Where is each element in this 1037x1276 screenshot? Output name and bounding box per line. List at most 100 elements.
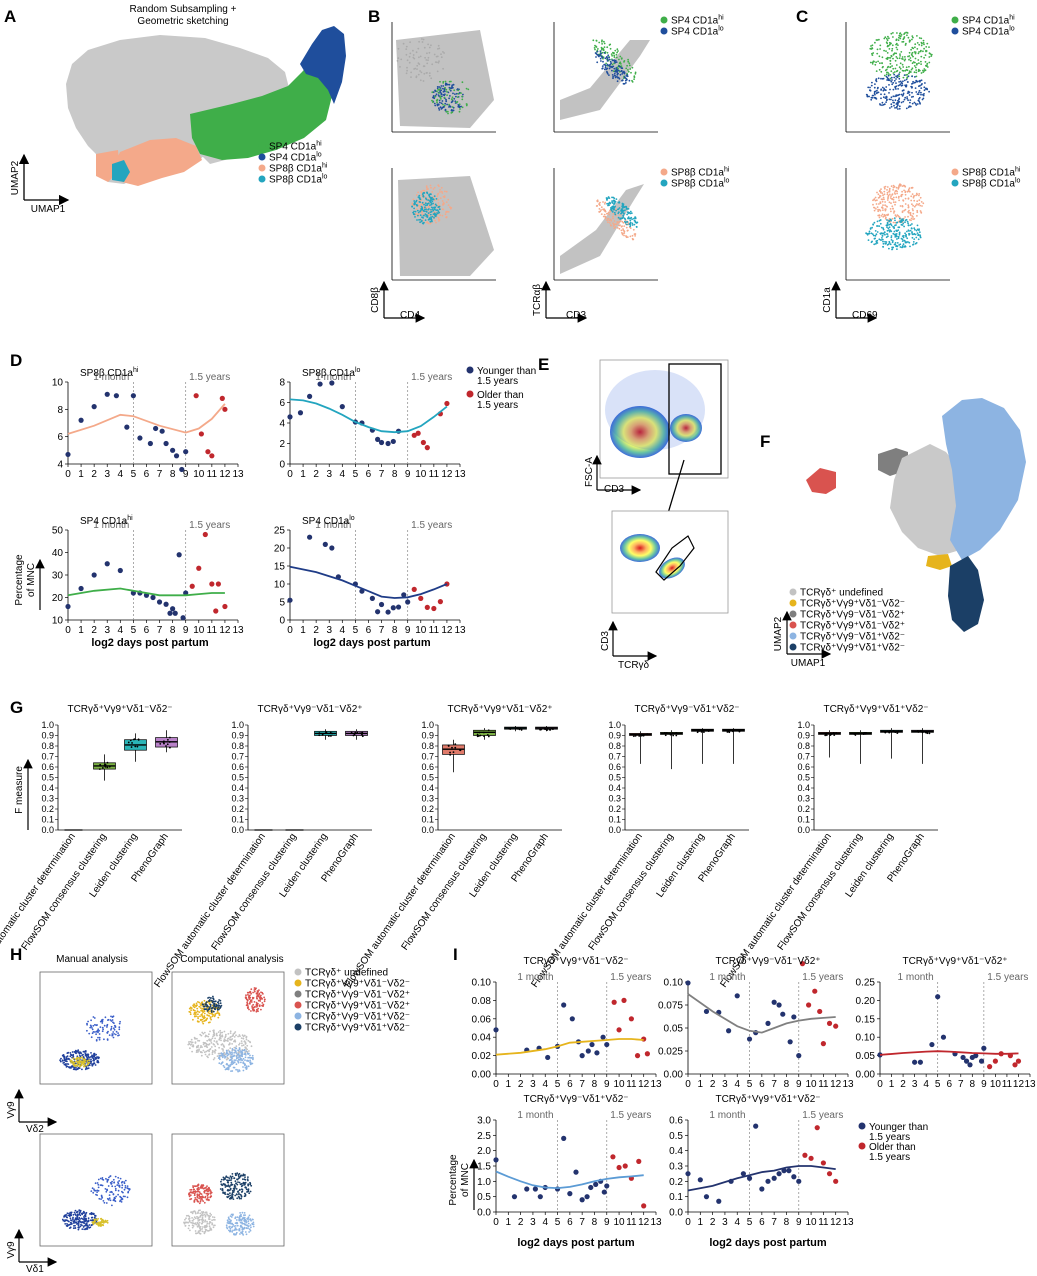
- f-leg-label-1: TCRγδ⁺Vγ9⁺Vδ1⁻Vδ2⁻: [800, 599, 905, 610]
- c-top-blue-pt: [888, 98, 891, 101]
- h-m2-main-pt: [78, 1211, 81, 1214]
- h-m1-core-pt: [77, 1056, 80, 1059]
- G3-ytick-label-8: 0.8: [421, 741, 434, 751]
- h-c1-lblue-pt: [235, 1052, 238, 1054]
- c-top-green-pt: [910, 53, 913, 56]
- c-top-blue-pt: [888, 92, 890, 94]
- D1-young-9: [153, 425, 159, 432]
- c-bot-teal-pt: [890, 239, 893, 241]
- h-c1-lblue-pt: [229, 1058, 232, 1061]
- c-top-blue-pt: [908, 105, 911, 108]
- b-bl-teal-pt: [423, 214, 425, 217]
- D2-title: SP8β CD1alo: [302, 367, 361, 379]
- b-bl-teal-pt: [432, 202, 434, 205]
- b-tl-green-pt: [431, 99, 433, 102]
- c-bot-teal-pt: [888, 220, 891, 223]
- c-top-green-pt: [906, 76, 909, 79]
- b-tl-green-pt: [451, 111, 454, 114]
- c-top-green-pt: [922, 50, 924, 53]
- h-c1-lblue-pt: [251, 1054, 254, 1057]
- D2-xtick-label-13: 13: [454, 469, 466, 480]
- c-top-blue-pt: [876, 89, 878, 92]
- h-c1-gray-pt: [201, 1046, 203, 1048]
- h-c1-gray-pt: [223, 1030, 226, 1033]
- D1-ytick-label-2: 8: [57, 405, 63, 416]
- c-bot-teal-pt: [913, 238, 916, 241]
- h-c1-yellow-pt: [192, 1004, 195, 1007]
- h-c2-gray-pt: [185, 1217, 187, 1220]
- b-tr-green-pt: [610, 53, 613, 55]
- b-bl-teal-pt: [429, 211, 432, 214]
- h-c2-navy-pt: [226, 1179, 228, 1182]
- D2-xtick-label-6: 6: [366, 469, 372, 480]
- G1-jit-1: [106, 766, 109, 769]
- h-c1-gray-pt: [211, 1051, 214, 1054]
- b-tr-blue-pt: [601, 65, 604, 67]
- h-c2-navy-pt: [244, 1186, 247, 1189]
- D1-xtick-label-11: 11: [207, 469, 218, 480]
- h-c2-navy-pt: [237, 1190, 240, 1193]
- h-c2-gray-pt: [189, 1229, 191, 1232]
- D1-title: SP8β CD1ahi: [80, 367, 139, 379]
- c-top-blue-pt: [887, 74, 890, 77]
- b-br-salmon-pt: [608, 219, 611, 222]
- b-bl-salmon-pt: [450, 207, 453, 209]
- h-c1-gray-pt: [214, 1045, 217, 1048]
- h-c1-navy-pt: [219, 1002, 222, 1005]
- D4-xtick-label-0: 0: [287, 625, 293, 636]
- b-tr-green-pt: [620, 65, 623, 67]
- D1-young-10: [159, 428, 165, 434]
- f-leg-label-3: TCRγδ⁺Vγ9⁺Vδ1⁻Vδ2⁺: [800, 621, 905, 632]
- b-tr-blue-pt: [619, 73, 622, 76]
- G2-title: TCRγδ⁺Vγ9⁻Vδ1⁻Vδ2⁺: [257, 704, 362, 715]
- h-m2-main-pt: [74, 1227, 77, 1229]
- h-c1-yellow-pt: [189, 1013, 192, 1016]
- b-br-teal-pt: [618, 211, 620, 214]
- b-tl-blue-pt: [446, 103, 448, 106]
- h-c1-yellow-pt: [203, 999, 206, 1002]
- h-c2-red-pt: [195, 1185, 198, 1187]
- G1-jit-2: [134, 745, 137, 748]
- h-m1-core-pt: [75, 1058, 78, 1060]
- c-bot-salmon-pt: [916, 215, 918, 217]
- h-m1-core-pt: [87, 1062, 89, 1064]
- b-br-teal-pt: [606, 197, 609, 200]
- c-bot-teal-pt: [876, 231, 879, 233]
- h-m2-upper-pt: [111, 1180, 113, 1183]
- b-tr-blue-pt: [600, 60, 602, 62]
- h-c1-yellow-pt: [216, 1010, 219, 1013]
- b-bl-teal-pt: [425, 198, 428, 201]
- h-c1-lblue-pt: [231, 1070, 234, 1072]
- h-m2-upper-pt: [108, 1197, 111, 1200]
- c-top-green-pt: [884, 69, 887, 72]
- G5-jit-3: [921, 731, 924, 734]
- b-br-teal-pt: [623, 212, 625, 215]
- h-m1-upper-pt: [98, 1033, 101, 1035]
- b-bl-teal-pt: [417, 211, 420, 214]
- c-bot-salmon-pt: [872, 203, 874, 206]
- b-tr-green-pt: [618, 58, 620, 61]
- c-bot-teal-pt: [871, 226, 873, 229]
- b-br-salmon-pt: [604, 216, 607, 219]
- D4-young-0: [287, 597, 293, 603]
- b-br-salmon-pt: [621, 220, 624, 223]
- c-bot-teal-pt: [899, 246, 902, 248]
- c-bot-salmon-pt: [890, 210, 892, 213]
- b-tl-green-pt: [443, 96, 446, 99]
- h-c1-lblue-pt: [236, 1069, 239, 1071]
- b-br-salmon-pt: [618, 227, 621, 230]
- c-top-green-pt: [914, 66, 917, 69]
- c-bot-salmon-pt: [884, 201, 886, 203]
- c-top-blue-pt: [894, 107, 896, 109]
- d-ylabel-1: Percentage: [14, 554, 25, 606]
- c-top-green-pt: [895, 46, 898, 49]
- D1-xtick-label-3: 3: [104, 469, 110, 480]
- D3-young-13: [176, 552, 182, 558]
- h-m2-upper-pt: [121, 1190, 123, 1193]
- c-top-green-pt: [871, 47, 874, 50]
- D1-young-15: [183, 449, 189, 455]
- umap-a-green: [190, 56, 332, 160]
- b-tl-gray-scatter-pt: [425, 59, 428, 61]
- h-m2-main-pt: [91, 1212, 94, 1215]
- b-tl-gray-scatter-pt: [412, 56, 415, 59]
